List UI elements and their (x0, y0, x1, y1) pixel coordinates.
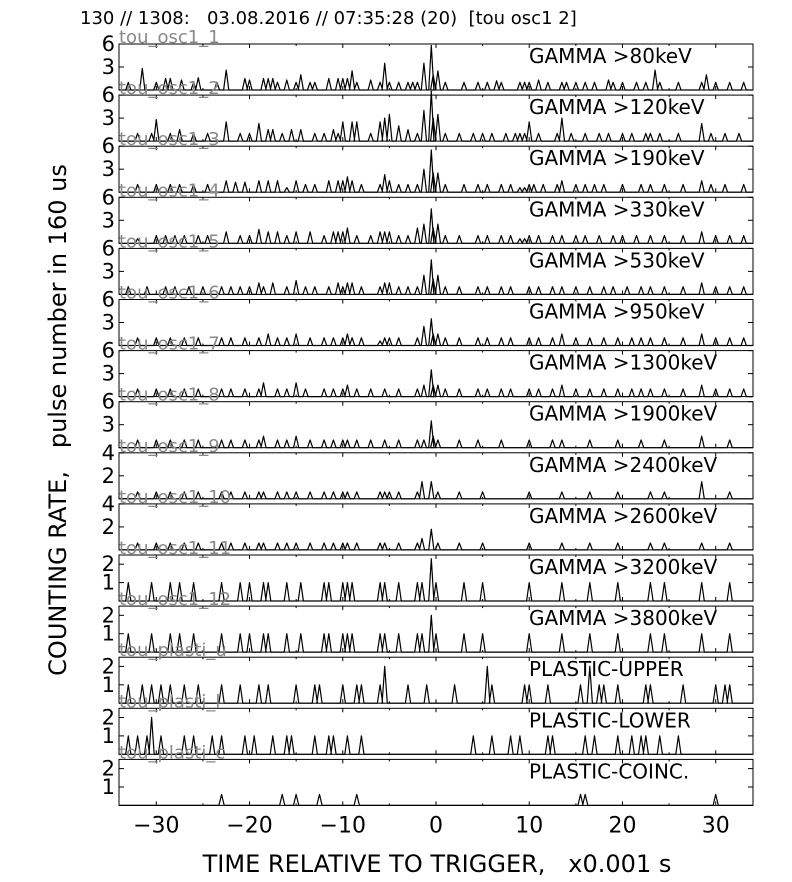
panel-label: PLASTIC-LOWER (529, 708, 691, 732)
series-line (119, 528, 753, 551)
x-tick-label: 30 (702, 813, 730, 838)
series-line (119, 149, 753, 193)
channel-label: tou_osc1_4 (119, 180, 220, 201)
y-tick-label: 2 (102, 757, 115, 781)
y-tick-label: 6 (102, 390, 115, 414)
series-line (119, 793, 753, 807)
y-tick-label: 1 (102, 775, 115, 799)
y-tick-label: 1 (102, 673, 115, 697)
y-tick-label: 6 (102, 32, 115, 56)
channel-label: tou_plasti_c (119, 742, 225, 763)
series-line (119, 90, 753, 142)
panel-label: GAMMA >330keV (529, 197, 705, 221)
panel-label: PLASTIC-UPPER (529, 657, 684, 681)
y-tick-label: 2 (102, 552, 115, 576)
y-tick-label: 3 (102, 413, 115, 437)
series-line (119, 716, 753, 755)
channel-label: tou_plasti_u (119, 640, 227, 661)
series-line (119, 420, 753, 449)
panel-label: GAMMA >3800keV (529, 606, 718, 630)
series-line (119, 369, 753, 398)
panel-label: GAMMA >1300keV (529, 351, 718, 375)
y-tick-label: 2 (102, 603, 115, 627)
y-tick-label: 2 (102, 515, 115, 539)
x-tick-label: 0 (429, 813, 443, 838)
channel-label: tou_osc1_10 (119, 487, 231, 508)
y-tick-label: 6 (102, 288, 115, 312)
panel-label: GAMMA >530keV (529, 248, 705, 272)
y-tick-label: 6 (102, 185, 115, 209)
series-line (119, 665, 753, 704)
channel-label: tou_osc1_1 (119, 27, 220, 48)
x-tick-label: 20 (608, 813, 636, 838)
x-tick-label: −10 (320, 813, 366, 838)
panel-label: GAMMA >1900keV (529, 402, 718, 426)
channel-label: tou_osc1_8 (119, 385, 220, 406)
channel-label: tou_osc1_9 (119, 436, 220, 457)
x-tick-label: 10 (515, 813, 543, 838)
y-tick-label: 1 (102, 724, 115, 748)
y-tick-label: 6 (102, 339, 115, 363)
y-tick-label: 6 (102, 83, 115, 107)
series-line (119, 614, 753, 653)
y-tick-label: 2 (102, 654, 115, 678)
y-tick-label: 3 (102, 311, 115, 335)
y-tick-label: 3 (102, 106, 115, 130)
series-line (119, 318, 753, 347)
series-line (119, 259, 753, 295)
x-tick-label: −30 (133, 813, 179, 838)
series-line (119, 208, 753, 244)
y-tick-label: 1 (102, 571, 115, 595)
y-tick-label: 3 (102, 259, 115, 283)
figure-title: 130 // 1308: 03.08.2016 // 07:35:28 (20)… (80, 8, 577, 29)
y-tick-label: 3 (102, 55, 115, 79)
y-tick-label: 3 (102, 157, 115, 181)
panel-label: GAMMA >3200keV (529, 555, 718, 579)
channel-label: tou_osc1_3 (119, 129, 220, 150)
y-tick-label: 3 (102, 208, 115, 232)
panel-label: GAMMA >2400keV (529, 453, 718, 477)
x-tick-label: −20 (226, 813, 272, 838)
y-tick-label: 3 (102, 362, 115, 386)
panel-label: GAMMA >190keV (529, 146, 705, 170)
channel-label: tou_osc1_6 (119, 283, 220, 304)
channel-label: tou_osc1_12 (119, 589, 231, 610)
panel-label: GAMMA >80keV (529, 44, 692, 68)
y-tick-label: 4 (102, 441, 115, 465)
channel-label: tou_plasti_l (119, 691, 220, 712)
series-line (119, 481, 753, 500)
series-line (119, 44, 753, 91)
channel-label: tou_osc1_2 (119, 78, 220, 99)
channel-label: tou_osc1_11 (119, 538, 231, 559)
panel-label: GAMMA >120keV (529, 95, 705, 119)
y-tick-label: 2 (102, 464, 115, 488)
y-tick-label: 4 (102, 492, 115, 516)
y-tick-label: 6 (102, 236, 115, 260)
y-tick-label: 1 (102, 622, 115, 646)
channel-label: tou_osc1_5 (119, 231, 220, 252)
panel-label: GAMMA >950keV (529, 300, 705, 324)
channel-label: tou_osc1_7 (119, 334, 220, 355)
series-line (119, 558, 753, 602)
x-axis-title: TIME RELATIVE TO TRIGGER, x0.001 s (202, 850, 672, 878)
panel-label: PLASTIC-COINC. (529, 759, 689, 783)
panel-label: GAMMA >2600keV (529, 504, 718, 528)
y-tick-label: 2 (102, 706, 115, 730)
y-tick-label: 6 (102, 134, 115, 158)
